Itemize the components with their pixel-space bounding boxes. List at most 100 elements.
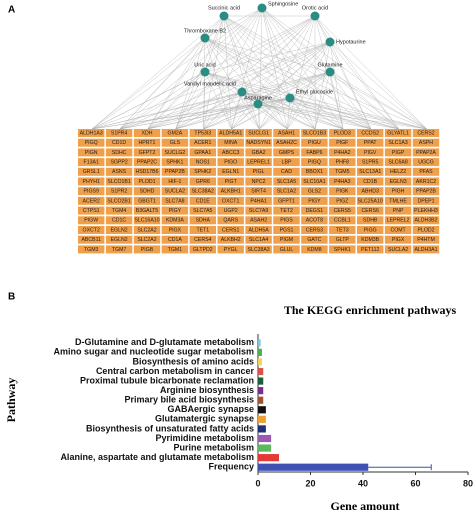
gene-box	[384, 158, 412, 167]
edge	[175, 71, 331, 130]
gene-box	[384, 177, 412, 186]
gene-box	[78, 177, 105, 186]
gene-box	[105, 167, 133, 176]
gene-box	[78, 148, 105, 157]
bar	[258, 454, 279, 462]
gene-box	[273, 196, 300, 205]
gene-box	[133, 187, 161, 196]
y-tick-label: Frequency	[208, 462, 254, 472]
gene-box	[105, 158, 133, 167]
edge	[329, 71, 344, 130]
bar	[258, 415, 266, 423]
edge	[257, 103, 316, 130]
gene-label: PIGS	[280, 218, 293, 224]
gene-label: EGLN2	[111, 237, 128, 243]
gene-label: ABCC3	[222, 150, 239, 156]
gene-box	[133, 206, 161, 215]
gene-label: PIGX	[392, 237, 405, 243]
gene-label: ASAH2C	[276, 140, 297, 146]
gene-box	[273, 167, 300, 176]
gene-box	[301, 167, 328, 176]
y-tick-label: D-Glutamine and D-glutamate metabolism	[75, 337, 254, 347]
gene-box	[301, 196, 328, 205]
gene-box	[384, 206, 412, 215]
gene-label: SUCLA2	[165, 189, 185, 195]
edge	[175, 91, 243, 130]
gene-box	[78, 235, 105, 244]
metabolite-node	[257, 3, 267, 13]
gene-box	[133, 138, 161, 147]
gene-label: F13A1	[84, 159, 99, 165]
gene-box	[384, 138, 412, 147]
gene-label: CD1D	[112, 140, 126, 146]
gene-box	[245, 158, 272, 167]
node-label: Thromboxane B2	[184, 28, 226, 34]
gene-box	[189, 216, 216, 225]
gene-box	[357, 216, 384, 225]
edge	[119, 15, 316, 130]
edge	[223, 15, 344, 130]
gene-label: AKR1C2	[416, 179, 436, 185]
gene-label: HIF-1	[168, 179, 181, 185]
edge	[119, 97, 291, 130]
gene-label: ALDH1A3	[80, 130, 103, 136]
edge	[147, 41, 331, 130]
gene-label: ABCB11	[81, 237, 101, 243]
chart-title: The KEGG enrichment pathways	[284, 303, 457, 317]
gene-label: PPAP2B	[165, 169, 185, 175]
edge	[175, 15, 316, 130]
gene-label: SLC2A2	[137, 227, 156, 233]
gene-box	[161, 129, 189, 137]
gene-label: CERS5	[334, 208, 351, 214]
x-axis-title: Gene amount	[331, 499, 400, 513]
gene-box	[133, 245, 161, 254]
gene-label: TGM1	[168, 247, 183, 253]
gene-label: EGLN1	[222, 169, 239, 175]
y-tick-label: Biosynthesis of unsaturated fatty acids	[86, 423, 254, 433]
edge	[329, 71, 427, 130]
gene-box	[412, 138, 440, 147]
gene-label: SPHK1	[166, 159, 183, 165]
gene-box	[105, 138, 133, 147]
gene-label: TMLHE	[389, 198, 407, 204]
edge	[257, 103, 344, 130]
gene-label: P4HA2	[334, 150, 351, 156]
gene-label: DEGS1	[306, 208, 324, 214]
node-label: Glutamine	[317, 62, 342, 68]
gene-box	[412, 148, 440, 157]
gene-box	[273, 138, 300, 147]
edge	[289, 97, 344, 130]
node-label: Ethyl glucoside	[296, 89, 333, 95]
edge	[329, 41, 427, 130]
gene-box	[301, 226, 328, 234]
node-label: Hypotaurine	[336, 39, 366, 45]
edge	[257, 103, 427, 130]
gene-label: P4HA3	[334, 179, 351, 185]
gene-label: ALKBH1	[221, 189, 241, 195]
gene-label: SLCO1B3	[303, 130, 326, 136]
gene-box	[412, 167, 440, 176]
gene-box	[161, 148, 189, 157]
gene-label: PIGU	[308, 140, 321, 146]
edge	[147, 15, 316, 130]
gene-box	[245, 129, 272, 137]
gene-label: TP53I3	[194, 130, 211, 136]
gene-box	[412, 216, 440, 225]
edge	[204, 15, 225, 73]
gene-box	[78, 226, 105, 234]
gene-box	[78, 138, 105, 147]
edge	[314, 41, 331, 130]
gene-box	[78, 129, 105, 137]
edge	[204, 71, 232, 130]
gene-label: PIGV	[364, 150, 377, 156]
gene-box	[329, 245, 356, 254]
gene-box	[161, 138, 189, 147]
gene-label: PHYH1	[83, 179, 100, 185]
edge	[175, 71, 206, 130]
gene-label: SDHD	[140, 189, 155, 195]
gene-box	[301, 216, 328, 225]
edge	[261, 7, 427, 130]
gene-box	[301, 235, 328, 244]
gene-label: PIGL	[253, 169, 265, 175]
edge	[287, 97, 291, 130]
